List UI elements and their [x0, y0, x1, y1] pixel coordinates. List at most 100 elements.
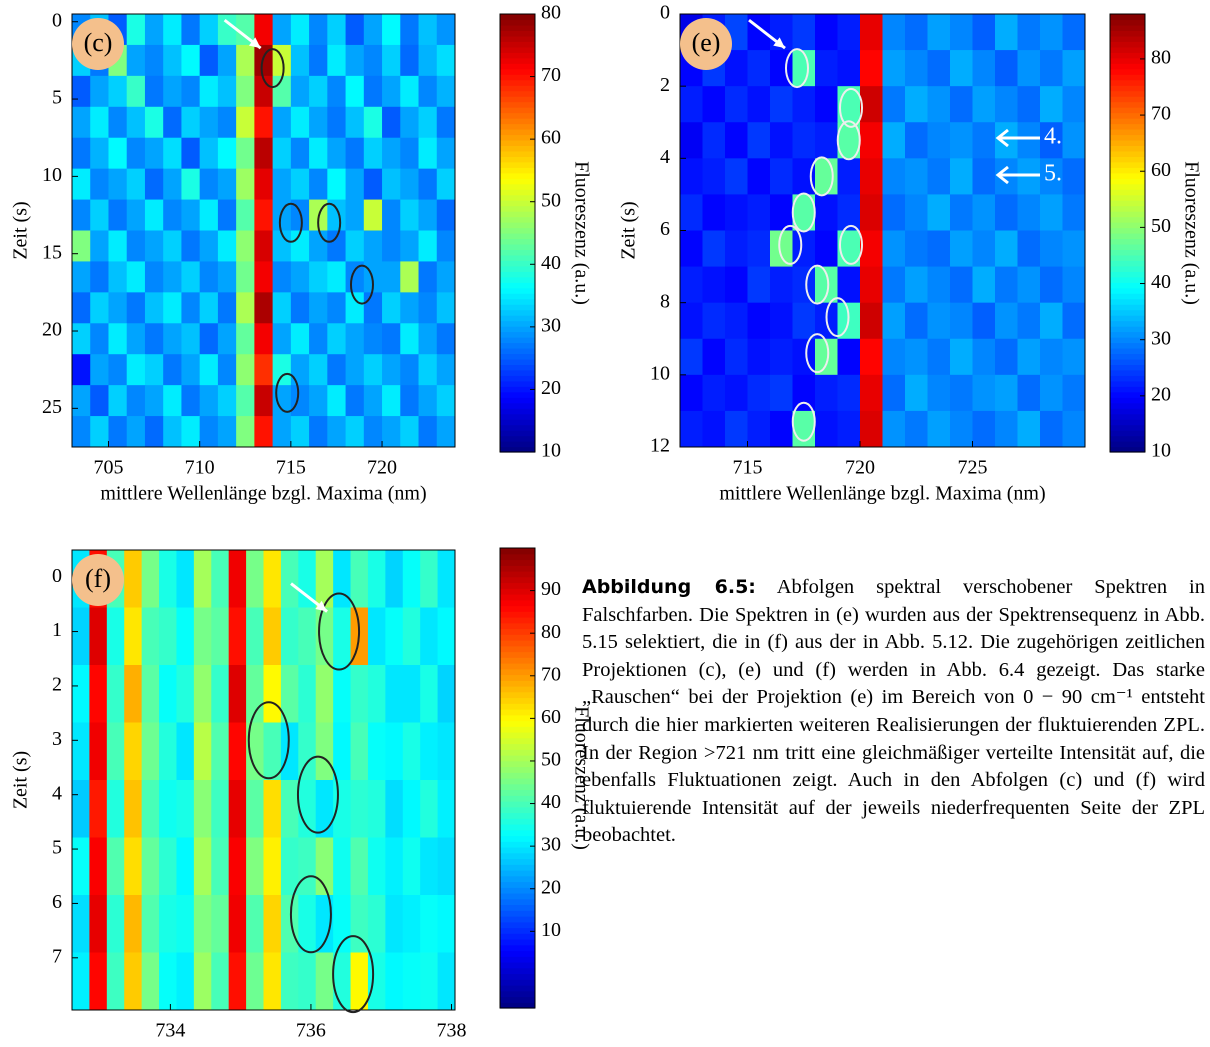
heatmap-cell [199, 199, 219, 231]
heatmap-cell [437, 665, 456, 723]
heatmap-cell [382, 199, 401, 231]
colorbar-step [500, 835, 535, 842]
heatmap-cell [309, 323, 328, 355]
heatmap-cell [163, 230, 182, 262]
heatmap-cell [176, 837, 195, 896]
heatmap-cell [176, 550, 195, 608]
heatmap-cell [1062, 410, 1086, 448]
colorbar-step [500, 893, 535, 900]
heatmap-cell [702, 86, 726, 123]
heatmap-cell [272, 230, 292, 262]
highlight-ellipse [247, 701, 290, 780]
heatmap-cell [905, 194, 928, 231]
heatmap-cell [272, 354, 292, 386]
colorbar-step [1110, 118, 1145, 125]
heatmap-cell [382, 292, 401, 324]
colorbar-step [1110, 205, 1145, 212]
heatmap-cell [272, 385, 292, 417]
colorbar-step [500, 222, 535, 229]
colorbar-tick-label: 40 [1151, 271, 1171, 293]
heatmap-cell [254, 385, 274, 417]
y-tick-label: 7 [52, 945, 62, 967]
colorbar-step [500, 35, 535, 42]
heatmap-cell [298, 607, 317, 666]
heatmap-cell [882, 194, 906, 231]
heatmap-cell [882, 230, 906, 268]
colorbar-step [1110, 413, 1145, 420]
colorbar-step [1110, 298, 1145, 305]
heatmap-cell [280, 607, 299, 666]
heatmap-cell [272, 75, 292, 108]
colorbar-step [500, 663, 535, 670]
colorbar-step [500, 772, 535, 779]
heatmap-cell [236, 354, 255, 386]
heatmap-cell [367, 665, 386, 723]
colorbar-step [500, 205, 535, 212]
heatmap-cell [217, 292, 237, 324]
colorbar-step [500, 19, 535, 26]
heatmap-cell [792, 122, 816, 159]
colorbar-step [500, 358, 535, 365]
colorbar-step [500, 364, 535, 371]
heatmap-cell [254, 44, 274, 77]
colorbar-step [500, 703, 535, 710]
colorbar-step [500, 112, 535, 119]
colorbar-step [500, 337, 535, 344]
heatmap-cell [702, 410, 726, 448]
heatmap-cell [90, 416, 109, 448]
heatmap-cell [972, 230, 996, 268]
heatmap-cell [298, 780, 317, 838]
heatmap-cell [860, 338, 883, 376]
heatmap-cell [725, 338, 748, 376]
heatmap-cell [815, 14, 838, 51]
colorbar-step [1110, 96, 1145, 103]
heatmap-cell [106, 780, 125, 838]
heatmap-cell [181, 416, 201, 448]
heatmap-cell [272, 261, 292, 293]
heatmap-cell [363, 292, 383, 324]
heatmap-cell [1017, 122, 1041, 159]
heatmap-cell [176, 780, 195, 838]
heatmap-cell [402, 607, 421, 666]
colorbar-step [500, 979, 535, 986]
y-axis-label: Zeit (s) [10, 201, 32, 259]
heatmap-cell [199, 416, 219, 448]
heatmap-cell [680, 230, 703, 268]
highlight-ellipse [260, 48, 285, 89]
heatmap-cell [327, 292, 347, 324]
heatmap-cell [126, 44, 146, 77]
colorbar-step [500, 996, 535, 1003]
y-tick-label: 6 [52, 891, 62, 913]
heatmap-cell [418, 44, 438, 77]
heatmap-cell [815, 374, 838, 412]
heatmap-cell [126, 385, 146, 417]
heatmap-cell [927, 410, 951, 448]
heatmap-cell [327, 106, 347, 139]
heatmap-cell [141, 665, 160, 723]
heatmap-cell [420, 952, 439, 1011]
heatmap-cell [747, 410, 771, 448]
colorbar-step [500, 233, 535, 240]
heatmap-cell [126, 292, 146, 324]
heatmap-cell [367, 780, 386, 838]
colorbar-step [500, 686, 535, 693]
colorbar-step [1110, 227, 1145, 234]
heatmap-cell [108, 292, 128, 324]
colorbar-step [1110, 435, 1145, 442]
heatmap-cell [126, 137, 146, 170]
heatmap-cell [882, 338, 906, 376]
heatmap-cell [315, 895, 334, 953]
colorbar-step [500, 691, 535, 699]
heatmap-cell [436, 292, 456, 324]
heatmap-cell [144, 323, 164, 355]
heatmap-cell [905, 302, 928, 340]
colorbar-step [500, 783, 535, 791]
heatmap-cell [217, 261, 237, 293]
heatmap-cell [950, 194, 973, 231]
heatmap-cell [418, 199, 438, 231]
y-tick-label: 1 [52, 619, 62, 641]
x-axis-label: mittlere Wellenlänge bzgl. Maxima (nm) [100, 1046, 426, 1047]
heatmap-cell [126, 354, 146, 386]
colorbar-step [1110, 424, 1145, 431]
heatmap-cell [309, 137, 328, 170]
